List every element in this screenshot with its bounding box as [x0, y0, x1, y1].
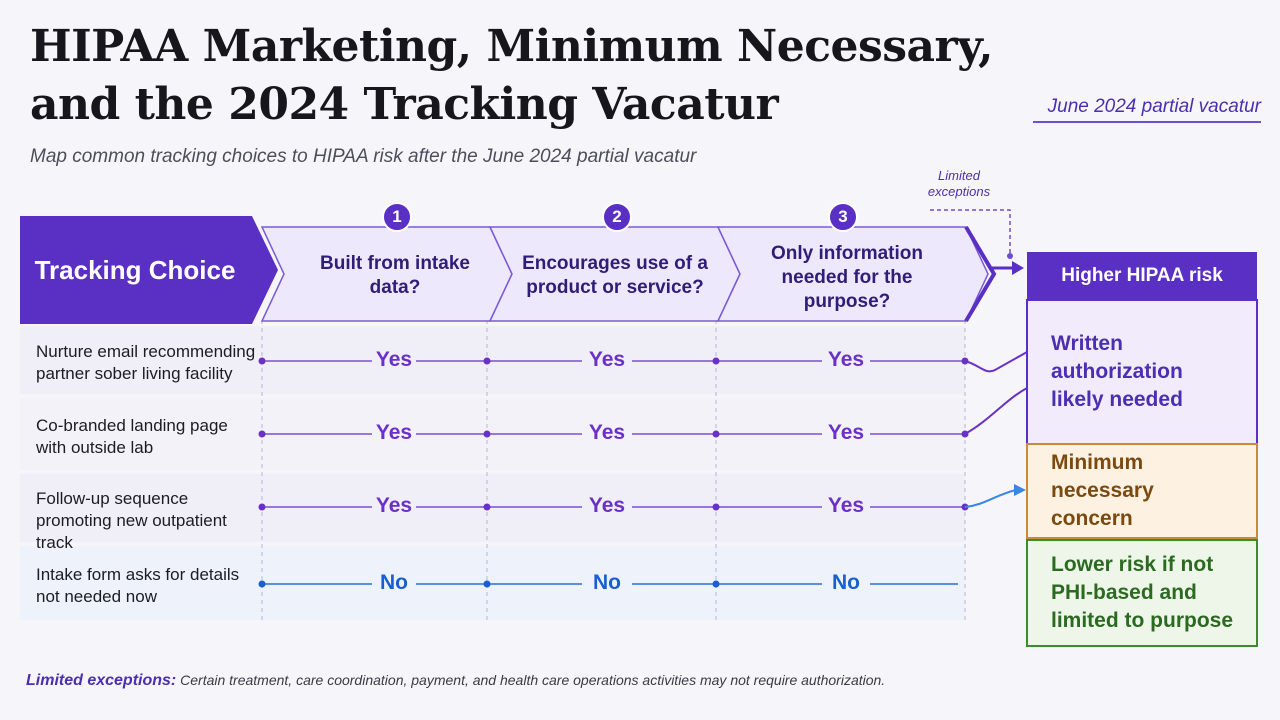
row2-answer-1: Yes	[375, 421, 413, 444]
step-number-1: 1	[382, 202, 412, 232]
footer-text: Certain treatment, care coordination, pa…	[180, 672, 886, 688]
row4-answer-3: No	[832, 571, 860, 594]
column-header-1: Built from intake data?	[320, 253, 470, 298]
page-subtitle: Map common tracking choices to HIPAA ris…	[30, 146, 697, 167]
row3-answer-1: Yes	[375, 494, 413, 517]
row1-answer-3: Yes	[827, 348, 865, 371]
minimum-necessary-arrow-head	[1014, 484, 1026, 496]
risk-box-authorization-bg	[1026, 299, 1258, 445]
row1-answer-2: Yes	[588, 348, 626, 371]
limited-exceptions-callout: Limited exceptions	[927, 168, 991, 199]
row4-answer-1: No	[380, 571, 408, 594]
row2-answer-2: Yes	[588, 421, 626, 444]
row2-answer-3: Yes	[827, 421, 865, 444]
footer-note: Limited exceptions: Certain treatment, c…	[26, 672, 885, 690]
step-number-3: 3	[828, 202, 858, 232]
exceptions-callout-dot	[1007, 253, 1013, 259]
exceptions-callout-line	[930, 209, 1011, 256]
risk-box-lower-risk: Lower risk if not PHI-based and limited …	[1051, 553, 1234, 632]
header-arrow-head	[1012, 261, 1024, 275]
column-header-2: Encourages use of a product or service?	[522, 253, 708, 298]
risk-column-header: Higher HIPAA risk	[1027, 252, 1257, 300]
risk-box-lower-bg	[1026, 539, 1258, 647]
risk-box-authorization: Written authorization likely needed	[1051, 332, 1183, 411]
connector-row2-to-authorization	[964, 387, 1028, 435]
step-number-2: 2	[602, 202, 632, 232]
risk-box-minimum-necessary: Minimum necessary concern	[1051, 451, 1154, 530]
row-label-2: Co-branded landing page with outside lab	[36, 416, 228, 457]
footer-label: Limited exceptions:	[26, 672, 177, 689]
header-end-chevron	[964, 225, 997, 323]
row3-answer-2: Yes	[588, 494, 626, 517]
row-label-3: Follow-up sequence promoting new outpati…	[36, 489, 227, 552]
tracking-choice-head-shape	[20, 216, 278, 324]
vacatur-badge: June 2024 partial vacatur	[1033, 96, 1261, 123]
row-dots-blue	[258, 580, 720, 588]
row3-answer-3: Yes	[827, 494, 865, 517]
row1-answer-1: Yes	[375, 348, 413, 371]
title-line-2: and the 2024 Tracking Vacatur	[30, 79, 779, 130]
row-background-3	[20, 474, 965, 542]
risk-box-minimum-bg	[1026, 443, 1258, 539]
row-label-1: Nurture email recommending partner sober…	[36, 342, 256, 383]
column-header-3: Only information needed for the purpose?	[771, 243, 923, 312]
row-label-4: Intake form asks for details not needed …	[36, 565, 240, 606]
row-background-1	[20, 326, 965, 394]
connector-row1-to-authorization	[964, 351, 1028, 373]
title-line-1: HIPAA Marketing, Minimum Necessary,	[30, 21, 993, 72]
row-background-4	[20, 546, 965, 620]
connector-row3-to-minimum-necessary	[964, 489, 1017, 508]
tracking-choice-header: Tracking Choice	[34, 255, 236, 285]
row4-answer-2: No	[593, 571, 621, 594]
page-title: HIPAA Marketing, Minimum Necessary, and …	[30, 18, 1010, 134]
